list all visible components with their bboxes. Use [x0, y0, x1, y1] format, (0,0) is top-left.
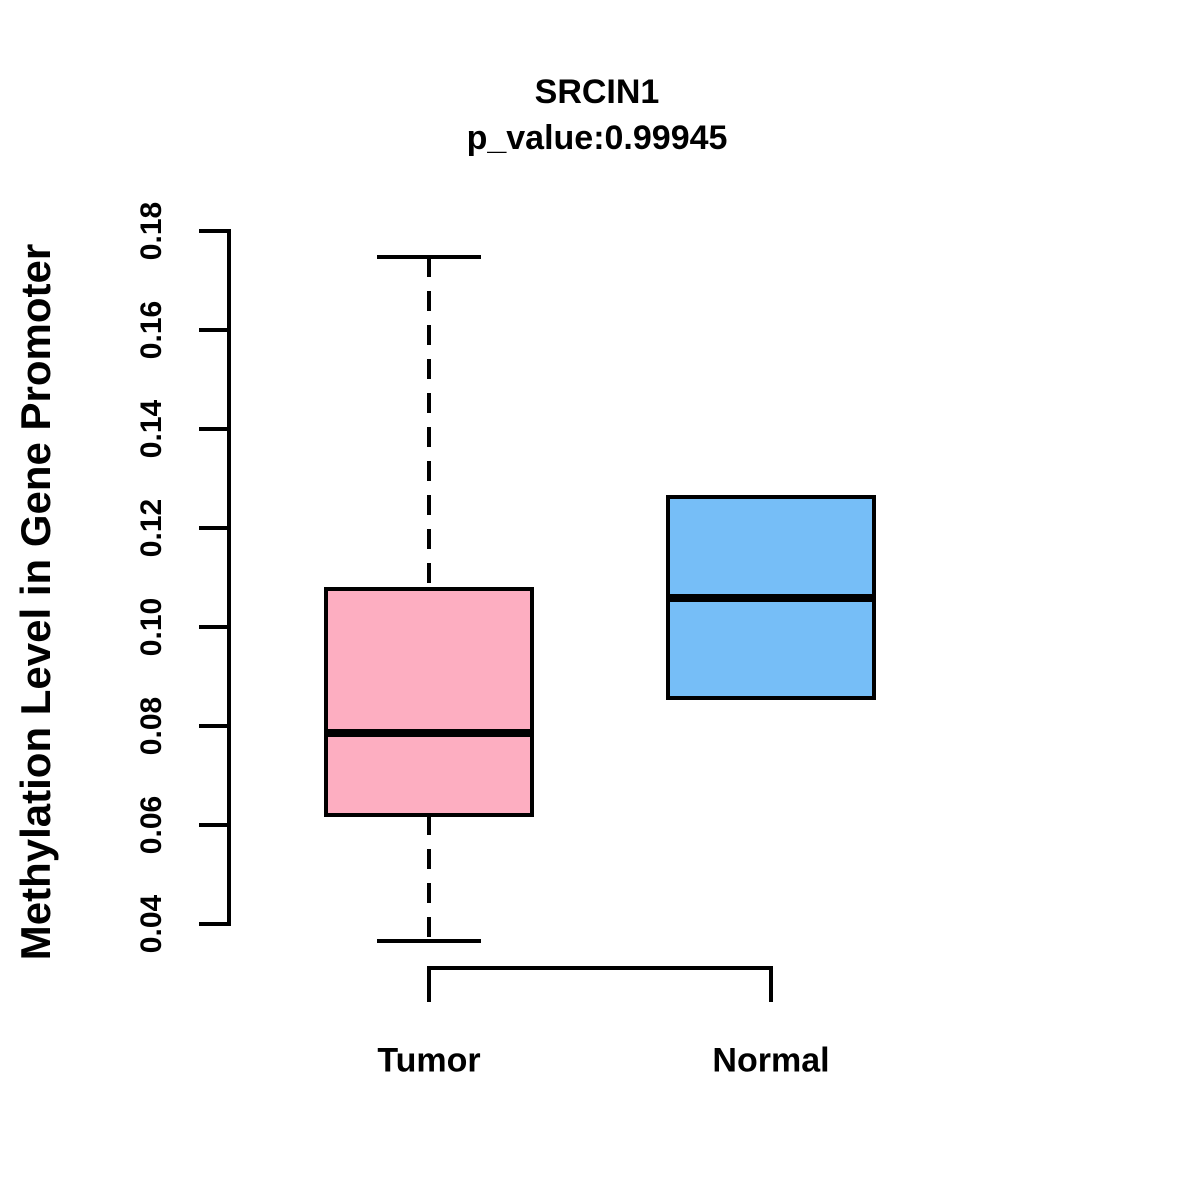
y-tick-label: 0.06 [135, 795, 168, 855]
y-tick [199, 625, 229, 629]
x-axis-tick-normal [769, 966, 773, 1002]
y-tick [199, 922, 229, 926]
tumor-upper-whisker [427, 257, 431, 589]
y-tick-label: 0.12 [135, 498, 168, 558]
tumor-median-line [326, 728, 532, 737]
y-tick [199, 724, 229, 728]
y-tick-label: 0.14 [135, 399, 168, 459]
y-tick-label: 0.04 [135, 894, 168, 954]
y-tick [199, 328, 229, 332]
y-tick-label: 0.18 [135, 201, 168, 261]
chart-title-gene: SRCIN1 [534, 73, 660, 111]
tumor-lower-whisker [427, 815, 431, 941]
group-label-normal: Normal [712, 1041, 830, 1080]
y-tick-label: 0.16 [135, 300, 168, 360]
y-tick [199, 229, 229, 233]
chart-title: SRCIN1 p_value:0.99945 [229, 69, 965, 161]
tumor-upper-whisker-cap [377, 255, 481, 260]
y-tick-label: 0.10 [135, 597, 168, 657]
normal-median-line [668, 593, 874, 602]
y-axis-line [227, 229, 231, 926]
chart-title-pvalue: p_value:0.99945 [466, 119, 728, 157]
y-tick [199, 427, 229, 431]
y-tick-label: 0.08 [135, 696, 168, 756]
group-label-tumor: Tumor [377, 1041, 481, 1080]
tumor-lower-whisker-cap [377, 938, 481, 943]
x-axis-line [427, 966, 773, 970]
tumor-box [324, 586, 534, 818]
y-tick [199, 823, 229, 827]
y-tick [199, 526, 229, 530]
x-axis-tick-tumor [427, 966, 431, 1002]
